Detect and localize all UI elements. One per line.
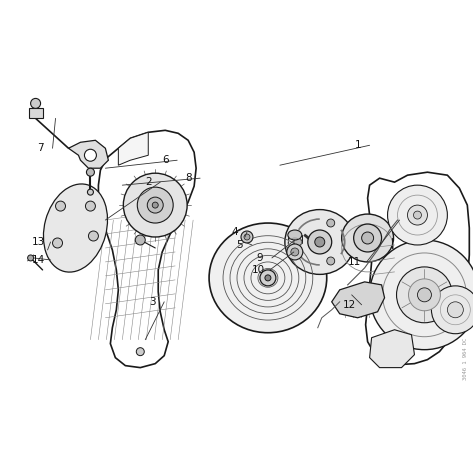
Polygon shape — [370, 330, 414, 368]
Polygon shape — [118, 132, 148, 165]
Text: 6: 6 — [162, 155, 169, 165]
Circle shape — [137, 347, 144, 356]
Ellipse shape — [44, 184, 108, 272]
Text: 1: 1 — [355, 140, 361, 150]
Text: 14: 14 — [32, 255, 45, 265]
Ellipse shape — [209, 223, 327, 333]
Text: 2: 2 — [145, 177, 152, 187]
Circle shape — [413, 211, 421, 219]
Circle shape — [397, 267, 452, 323]
Circle shape — [327, 257, 335, 265]
Text: 9: 9 — [256, 253, 263, 263]
Circle shape — [152, 202, 158, 208]
Text: 4: 4 — [232, 227, 238, 237]
Circle shape — [27, 255, 34, 261]
Circle shape — [308, 230, 332, 254]
Circle shape — [287, 244, 303, 260]
Circle shape — [354, 224, 382, 252]
Circle shape — [418, 288, 431, 302]
Circle shape — [260, 270, 276, 286]
Text: 8: 8 — [185, 173, 191, 183]
Circle shape — [86, 168, 94, 176]
Circle shape — [241, 231, 253, 243]
Circle shape — [388, 185, 447, 245]
Text: 3046 1 964 DC: 3046 1 964 DC — [463, 337, 468, 380]
Text: 12: 12 — [343, 300, 356, 310]
Circle shape — [85, 201, 95, 211]
Text: 11: 11 — [348, 257, 361, 267]
Polygon shape — [28, 109, 43, 118]
Circle shape — [87, 189, 93, 195]
Circle shape — [409, 279, 440, 311]
Circle shape — [294, 238, 302, 246]
Circle shape — [123, 173, 187, 237]
Circle shape — [447, 302, 463, 318]
Text: 10: 10 — [251, 265, 264, 275]
Circle shape — [53, 238, 63, 248]
Circle shape — [291, 248, 299, 256]
Ellipse shape — [288, 230, 302, 240]
Text: 5: 5 — [237, 240, 243, 250]
Ellipse shape — [342, 214, 393, 262]
Text: 13: 13 — [32, 237, 45, 247]
Circle shape — [408, 205, 428, 225]
Circle shape — [265, 275, 271, 281]
Circle shape — [55, 201, 65, 211]
Circle shape — [31, 99, 41, 109]
Circle shape — [370, 240, 474, 350]
Text: 7: 7 — [37, 143, 44, 153]
Polygon shape — [99, 130, 196, 368]
Circle shape — [89, 231, 99, 241]
Circle shape — [315, 237, 325, 247]
Polygon shape — [69, 140, 109, 168]
Circle shape — [431, 286, 474, 334]
Circle shape — [327, 219, 335, 227]
Circle shape — [362, 232, 374, 244]
Circle shape — [135, 235, 145, 245]
Circle shape — [244, 234, 250, 240]
Polygon shape — [365, 172, 469, 365]
Circle shape — [137, 187, 173, 223]
Ellipse shape — [285, 210, 355, 274]
Circle shape — [84, 149, 96, 161]
Polygon shape — [332, 282, 384, 318]
Text: 3: 3 — [149, 297, 155, 307]
Circle shape — [147, 197, 163, 213]
